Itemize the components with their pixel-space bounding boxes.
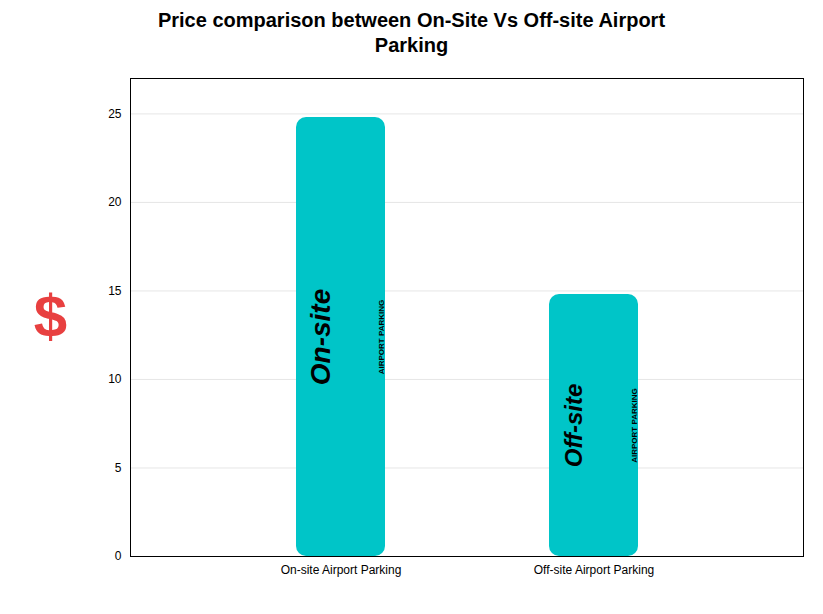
svg-text:Off-site Airport Parking: Off-site Airport Parking (534, 563, 655, 577)
svg-text:20: 20 (108, 195, 122, 209)
svg-text:On-site Airport Parking: On-site Airport Parking (281, 563, 402, 577)
svg-text:0: 0 (115, 549, 122, 563)
svg-text:$: $ (34, 283, 67, 350)
svg-text:5: 5 (115, 461, 122, 475)
svg-text:AIRPORT PARKING: AIRPORT PARKING (377, 300, 386, 375)
html-text:Price comparison between On-Si: Price comparison between On-Site Vs Off-… (157, 9, 666, 56)
svg-text:10: 10 (108, 372, 122, 386)
svg-text:Off-site: Off-site (560, 384, 587, 468)
svg-text:AIRPORT PARKING: AIRPORT PARKING (630, 388, 639, 463)
svg-text:On-site: On-site (305, 289, 336, 385)
svg-text:25: 25 (108, 107, 122, 121)
svg-text:15: 15 (108, 284, 122, 298)
